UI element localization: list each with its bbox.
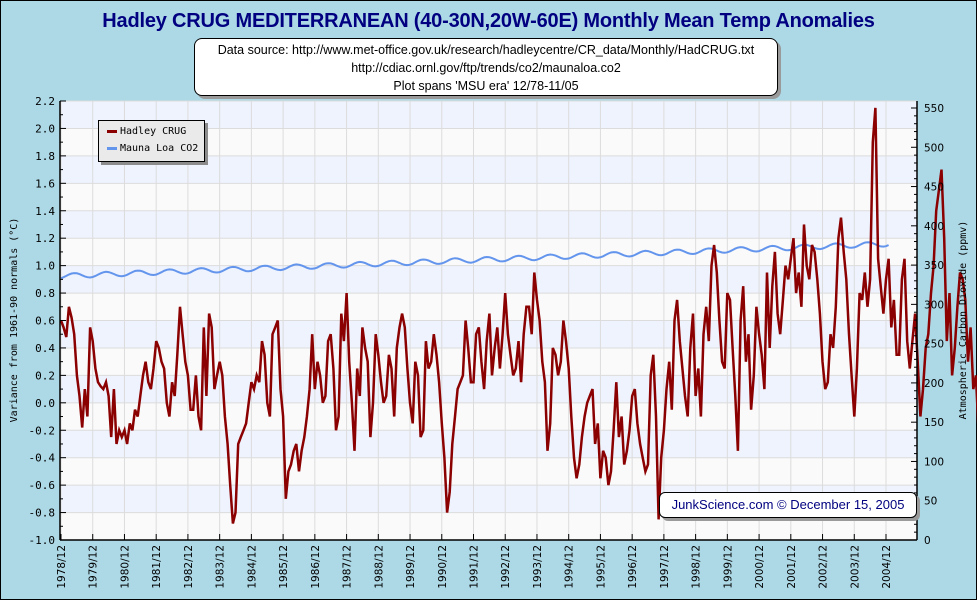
y-tick-label: 1.6: [35, 177, 55, 190]
x-tick-label: 1987/12: [342, 545, 354, 589]
plot-band: [60, 430, 917, 458]
x-tick-label: 1994/12: [564, 545, 576, 589]
plot-band: [60, 238, 917, 266]
y2-tick-label: 400: [924, 221, 944, 233]
y2-tick-label: 300: [924, 299, 944, 311]
co2-line: [60, 241, 889, 280]
y-tick-label: 0.6: [35, 315, 55, 328]
y-tick-label: -0.2: [29, 424, 56, 437]
y-tick-label: 1.4: [35, 205, 55, 218]
plot-band: [60, 402, 917, 431]
legend-swatch-hadley: [107, 129, 117, 133]
x-tick-label: 1996/12: [627, 545, 639, 589]
y-axis-label: Variance from 1961-90 normals (°C): [9, 218, 20, 423]
credit-box: JunkScience.com © December 15, 2005: [659, 492, 917, 518]
co2-series-group: [60, 241, 889, 280]
x-tick-label: 1997/12: [659, 545, 671, 589]
x-tick-label: 1981/12: [151, 545, 163, 589]
x-tick-label: 2001/12: [786, 545, 798, 589]
x-tick-label: 1980/12: [119, 545, 131, 589]
hadley-series-group: [59, 107, 977, 524]
y-tick-label: -0.8: [29, 507, 56, 520]
x-tick-label: 1999/12: [722, 545, 734, 589]
y2-tick-label: 500: [924, 142, 944, 154]
y-tick-label: 1.8: [35, 150, 55, 163]
legend-label-hadley: Hadley CRUG: [120, 126, 187, 137]
x-tick-label: 1990/12: [437, 545, 449, 589]
x-tick-label: 1978/12: [56, 545, 68, 589]
x-tick-label: 1979/12: [88, 545, 100, 589]
chart-title: Hadley CRUG MEDITERRANEAN (40-30N,20W-60…: [102, 10, 875, 32]
source-line-3: Plot spans 'MSU era' 12/78-11/05: [393, 79, 579, 93]
x-tick-label: 1986/12: [310, 545, 322, 589]
x-tick-label: 1984/12: [246, 545, 258, 589]
legend-item-co2: Mauna Loa CO2: [107, 142, 198, 156]
x-tick-label: 1982/12: [183, 545, 195, 589]
y2-tick-label: 200: [924, 378, 944, 390]
y2-tick-label: 50: [924, 496, 937, 508]
x-tick-label: 1983/12: [215, 545, 227, 589]
x-tick-label: 2002/12: [818, 545, 830, 589]
y-tick-label: -1.0: [29, 534, 56, 547]
y-tick-label: -0.4: [29, 452, 56, 465]
y2-tick-label: 150: [924, 417, 944, 429]
plot-band: [60, 347, 917, 376]
y-tick-label: 0.8: [35, 287, 55, 300]
hadley-line: [59, 107, 977, 524]
y-tick-label: 2.0: [35, 122, 55, 135]
source-line-2: http://cdiac.ornl.gov/ftp/trends/co2/mau…: [351, 61, 621, 75]
y-tick-label: 0.0: [35, 397, 55, 410]
legend-swatch-co2: [107, 146, 117, 150]
y2-tick-label: 450: [924, 182, 944, 194]
x-tick-label: 2004/12: [881, 545, 893, 589]
plot-band: [60, 210, 917, 239]
y-tick-label: 1.0: [35, 260, 55, 273]
x-axis-ticks: 1978/12 1979/12 1980/12 1981/12 1982/12 1983/…: [56, 534, 893, 589]
plot-band: [60, 183, 917, 211]
y-axis-ticks: 2.2 2.0 1.8 1.6 1.4 1.2 1.0 0.8 0.6 0.4 0.2 0.0 -0.2…: [29, 95, 66, 547]
y2-tick-label: 250: [924, 339, 944, 351]
y-tick-label: 0.4: [35, 342, 55, 355]
legend-label-co2: Mauna Loa CO2: [120, 143, 199, 154]
x-tick-label: 2003/12: [849, 545, 861, 589]
x-tick-label: 1989/12: [405, 545, 417, 589]
y-tick-label: 2.2: [35, 95, 55, 108]
y2-axis-label: Atmospheric Carbon Dioxide (ppmv): [958, 221, 969, 420]
y2-tick-label: 0: [924, 535, 931, 547]
x-tick-label: 1993/12: [532, 545, 544, 589]
x-tick-label: 1992/12: [500, 545, 512, 589]
y2-tick-label: 350: [924, 260, 944, 272]
source-box: Data source: http://www.met-office.gov.u…: [194, 38, 778, 96]
x-tick-label: 2000/12: [754, 545, 766, 589]
y-tick-label: -0.6: [29, 479, 56, 492]
y2-tick-label: 550: [924, 103, 944, 115]
y-tick-label: 1.2: [35, 232, 55, 245]
y-tick-label: 0.2: [35, 369, 55, 382]
x-tick-label: 1995/12: [595, 545, 607, 589]
plot-band: [60, 457, 917, 486]
x-tick-label: 1985/12: [278, 545, 290, 589]
legend: Hadley CRUG Mauna Loa CO2: [98, 120, 205, 162]
x-tick-label: 1991/12: [469, 545, 481, 589]
y2-tick-label: 100: [924, 456, 944, 468]
source-line-1: Data source: http://www.met-office.gov.u…: [217, 43, 755, 57]
x-tick-label: 1988/12: [373, 545, 385, 589]
x-tick-label: 1998/12: [691, 545, 703, 589]
legend-item-hadley: Hadley CRUG: [107, 125, 186, 139]
